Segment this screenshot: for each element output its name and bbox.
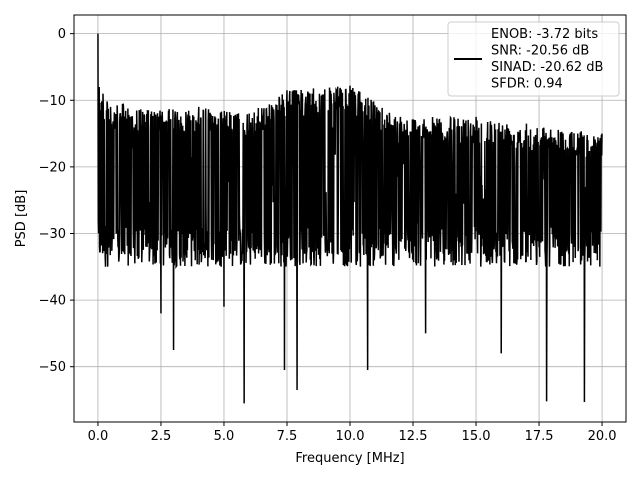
x-tick-label: 7.5 [277, 429, 298, 444]
x-tick-label: 15.0 [462, 429, 491, 444]
x-tick-label: 0.0 [88, 429, 109, 444]
y-axis-label: PSD [dB] [14, 190, 29, 248]
legend-entry-snr: SNR: -20.56 dB [491, 44, 589, 59]
x-tick-label: 2.5 [151, 429, 172, 444]
x-tick-label: 17.5 [525, 429, 554, 444]
x-tick-label: 5.0 [214, 429, 235, 444]
legend-entry-sfdr: SFDR: 0.94 [491, 77, 563, 92]
legend: ENOB: -3.72 bits SNR: -20.56 dB SINAD: -… [447, 21, 620, 97]
legend-entry-sinad: SINAD: -20.62 dB [491, 60, 603, 75]
psd-series-line [97, 33, 603, 404]
y-tick-label: −30 [39, 227, 66, 242]
series-layer [97, 33, 603, 404]
y-tick-label: −50 [39, 360, 66, 375]
x-axis-ticks: 0.0 2.5 5.0 7.5 10.0 12.5 15.0 17.5 20.0 [88, 422, 617, 444]
legend-box [447, 21, 620, 97]
y-tick-label: 0 [58, 27, 66, 42]
x-tick-label: 10.0 [336, 429, 365, 444]
y-tick-label: −40 [39, 294, 66, 309]
y-tick-label: −20 [39, 160, 66, 175]
legend-entry-enob: ENOB: -3.72 bits [491, 27, 598, 42]
y-tick-label: −10 [39, 94, 66, 109]
x-axis-label: Frequency [MHz] [295, 451, 404, 466]
y-axis-ticks: 0 −10 −20 −30 −40 −50 [39, 27, 74, 375]
x-tick-label: 12.5 [399, 429, 428, 444]
x-tick-label: 20.0 [588, 429, 617, 444]
